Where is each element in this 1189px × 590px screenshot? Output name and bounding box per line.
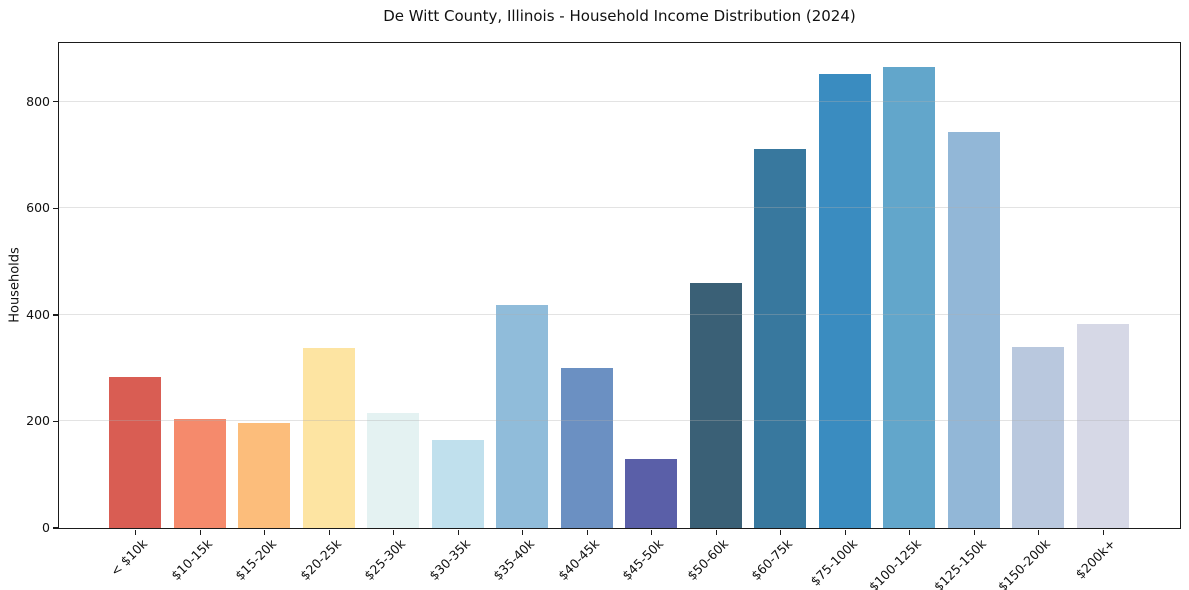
x-tick-label-$60-75k: $60-75k [748, 536, 796, 584]
x-tick-label-$10-15k: $10-15k [167, 536, 215, 584]
y-tick-label-200: 200 [26, 413, 50, 429]
x-tick-label-$100-125k: $100-125k [866, 536, 925, 590]
x-tick-mark-$200k+ [1102, 529, 1104, 535]
x-tick-label-$15-20k: $15-20k [232, 536, 280, 584]
y-tick-mark-200 [52, 420, 58, 423]
bar-$15-20k [238, 422, 291, 528]
y-tick-mark-600 [52, 207, 58, 209]
bar-$25-30k [367, 412, 420, 528]
bar-$45-50k [625, 459, 678, 528]
plot-area [57, 41, 1181, 529]
bar-$10-15k [173, 419, 226, 528]
bar-< $10k [109, 377, 162, 528]
bar-$20-25k [302, 347, 355, 528]
bar-$40-45k [560, 368, 613, 528]
bar-$100-125k [883, 67, 936, 528]
x-tick-mark-$45-50k [651, 529, 653, 535]
chart-title: De Witt County, Illinois - Household Inc… [383, 7, 856, 25]
x-tick-label-$35-40k: $35-40k [490, 536, 538, 584]
x-tick-mark-$40-45k [586, 529, 588, 535]
x-tick-label-< $10k: < $10k [107, 536, 151, 579]
y-tick-mark-400 [52, 314, 58, 316]
x-tick-mark-$60-75k [780, 529, 782, 535]
bar-$50-60k [689, 282, 742, 528]
x-tick-mark-$10-15k [199, 529, 201, 535]
x-tick-mark-$75-100k [844, 529, 846, 535]
x-tick-label-$50-60k: $50-60k [683, 536, 731, 584]
x-tick-label-$200k+: $200k+ [1072, 536, 1118, 582]
x-tick-mark-$15-20k [264, 529, 266, 535]
x-tick-label-$125-150k: $125-150k [930, 536, 989, 590]
y-tick-mark-0 [52, 527, 58, 529]
y-tick-label-0: 0 [42, 520, 50, 535]
y-tick-label-800: 800 [26, 93, 50, 109]
bar-$75-100k [818, 74, 871, 528]
x-tick-mark-$25-30k [393, 529, 395, 535]
x-tick-mark-$100-125k [909, 529, 911, 535]
y-tick-label-400: 400 [26, 306, 50, 322]
bar-$150-200k [1012, 346, 1065, 528]
x-tick-mark-$125-150k [973, 529, 975, 535]
x-tick-mark-$150-200k [1038, 529, 1040, 535]
x-tick-label-$75-100k: $75-100k [807, 536, 860, 589]
bar-$125-150k [947, 131, 1000, 528]
y-tick-label-600: 600 [26, 200, 50, 216]
bar-$30-35k [431, 439, 484, 528]
gridline-600 [58, 207, 1180, 209]
x-tick-label-$25-30k: $25-30k [361, 536, 409, 584]
bar-$35-40k [496, 304, 549, 528]
bar-$200k+ [1076, 323, 1129, 528]
x-tick-label-$45-50k: $45-50k [619, 536, 667, 584]
bar-$60-75k [754, 148, 807, 528]
x-tick-mark-$20-25k [328, 529, 330, 535]
gridline-200 [58, 420, 1180, 422]
x-tick-label-$20-25k: $20-25k [296, 536, 344, 584]
x-tick-mark-$35-40k [522, 529, 524, 535]
x-tick-label-$40-45k: $40-45k [554, 536, 602, 584]
gridline-800 [58, 100, 1180, 102]
x-tick-mark-$30-35k [457, 529, 459, 535]
x-tick-mark-< $10k [135, 529, 137, 535]
x-tick-mark-$50-60k [715, 529, 717, 535]
x-tick-label-$30-35k: $30-35k [425, 536, 473, 584]
y-tick-mark-800 [52, 100, 58, 103]
gridline-400 [58, 313, 1180, 315]
x-tick-label-$150-200k: $150-200k [995, 536, 1054, 590]
